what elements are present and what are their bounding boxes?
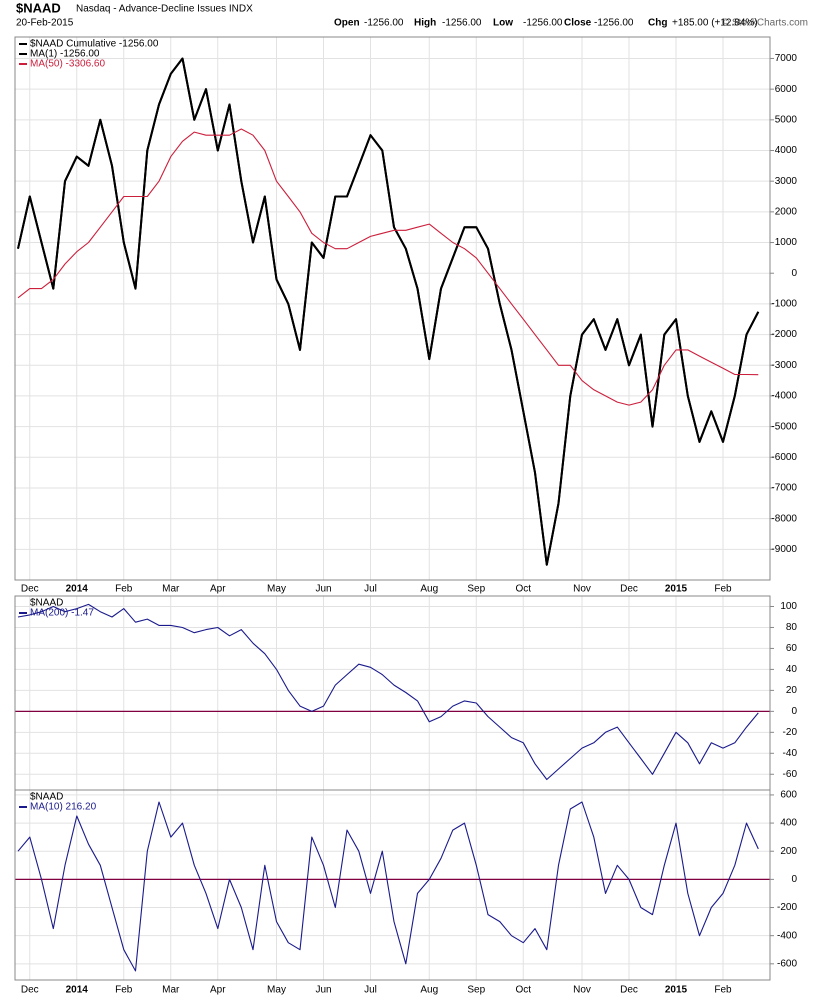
panel-title: $NAAD — [30, 598, 63, 609]
x-tick-label: Dec — [21, 985, 39, 996]
y-tick-label: 600 — [780, 790, 797, 801]
y-tick-label: -3000 — [771, 360, 797, 371]
x-tick-label: Feb — [714, 985, 732, 996]
y-tick-label: 80 — [786, 622, 798, 633]
y-tick-label: -5000 — [771, 421, 797, 432]
y-tick-label: -40 — [783, 748, 798, 759]
y-tick-label: -1000 — [771, 299, 797, 310]
y-tick-label: 6000 — [775, 84, 798, 95]
y-tick-label: 4000 — [775, 145, 798, 156]
quote-label: High — [414, 18, 436, 29]
y-tick-label: 200 — [780, 846, 797, 857]
y-tick-label: 40 — [786, 664, 798, 675]
y-tick-label: -7000 — [771, 483, 797, 494]
x-tick-label: Mar — [162, 584, 180, 595]
y-tick-label: -2000 — [771, 329, 797, 340]
y-tick-label: 0 — [791, 874, 797, 885]
symbol: $NAAD — [16, 0, 61, 15]
series-line — [17, 57, 760, 566]
x-tick-label: May — [267, 584, 286, 595]
quote-value: +185.00 (+12.84%) — [672, 18, 758, 29]
y-tick-label: -9000 — [771, 544, 797, 555]
x-tick-label: Oct — [515, 584, 531, 595]
y-tick-label: -400 — [777, 930, 797, 941]
x-tick-label: 2014 — [66, 985, 89, 996]
quote-label: Chg — [648, 18, 667, 29]
quote-label: Close — [564, 18, 592, 29]
y-tick-label: 1000 — [775, 237, 798, 248]
series-line — [17, 603, 759, 781]
x-tick-label: Sep — [467, 584, 485, 595]
y-tick-label: 400 — [780, 818, 797, 829]
x-tick-label: Jul — [364, 584, 377, 595]
y-tick-label: -60 — [783, 769, 798, 780]
y-tick-label: 0 — [791, 268, 797, 279]
quote-label: Open — [334, 18, 360, 29]
y-tick-label: 3000 — [775, 176, 798, 187]
subtitle: Nasdaq - Advance-Decline Issues INDX — [76, 4, 253, 15]
x-tick-label: Sep — [467, 985, 485, 996]
x-tick-label: 2014 — [66, 584, 89, 595]
x-tick-label: Apr — [210, 584, 226, 595]
quote-value: -1256.00 — [523, 18, 563, 29]
y-tick-label: -6000 — [771, 452, 797, 463]
x-tick-label: Jun — [315, 584, 331, 595]
x-tick-label: Feb — [714, 584, 732, 595]
panel-title: $NAAD — [30, 792, 63, 803]
x-tick-label: Jul — [364, 985, 377, 996]
x-tick-label: Oct — [515, 985, 531, 996]
x-tick-label: Dec — [620, 985, 638, 996]
x-tick-label: Aug — [420, 584, 438, 595]
y-tick-label: 7000 — [775, 53, 798, 64]
credit: © StockCharts.com — [722, 18, 808, 29]
y-tick-label: -200 — [777, 902, 797, 913]
y-tick-label: 5000 — [775, 114, 798, 125]
x-tick-label: Aug — [420, 985, 438, 996]
y-tick-label: 60 — [786, 643, 798, 654]
quote-label: Low — [493, 18, 513, 29]
x-tick-label: May — [267, 985, 286, 996]
x-tick-label: Apr — [210, 985, 226, 996]
panel-frame — [14, 789, 771, 981]
legend-label: MA(200) -1.47 — [30, 608, 94, 619]
legend-label: MA(10) 216.20 — [30, 802, 97, 813]
x-tick-label: Nov — [573, 985, 591, 996]
x-tick-label: Feb — [115, 584, 133, 595]
quote-value: -1256.00 — [594, 18, 634, 29]
y-tick-label: -8000 — [771, 513, 797, 524]
x-tick-label: 2015 — [665, 584, 688, 595]
legend-label: $NAAD Cumulative -1256.00 — [30, 39, 159, 50]
y-tick-label: -20 — [783, 727, 798, 738]
x-tick-label: Dec — [620, 584, 638, 595]
legend-label: MA(1) -1256.00 — [30, 49, 100, 60]
x-tick-label: Feb — [115, 985, 133, 996]
y-tick-label: 100 — [780, 601, 797, 612]
y-tick-label: 20 — [786, 685, 798, 696]
quote-value: -1256.00 — [442, 18, 482, 29]
y-tick-label: 2000 — [775, 207, 798, 218]
x-tick-label: Jun — [315, 985, 331, 996]
series-line — [17, 801, 759, 972]
x-tick-label: 2015 — [665, 985, 688, 996]
quote-value: -1256.00 — [364, 18, 404, 29]
legend-label: MA(50) -3306.60 — [30, 59, 105, 70]
y-tick-label: 0 — [791, 706, 797, 717]
panel-frame — [14, 36, 771, 581]
y-tick-label: -4000 — [771, 391, 797, 402]
x-tick-label: Nov — [573, 584, 591, 595]
x-tick-label: Dec — [21, 584, 39, 595]
date: 20-Feb-2015 — [16, 18, 74, 29]
y-tick-label: -600 — [777, 958, 797, 969]
series-line — [17, 128, 759, 406]
x-tick-label: Mar — [162, 985, 180, 996]
